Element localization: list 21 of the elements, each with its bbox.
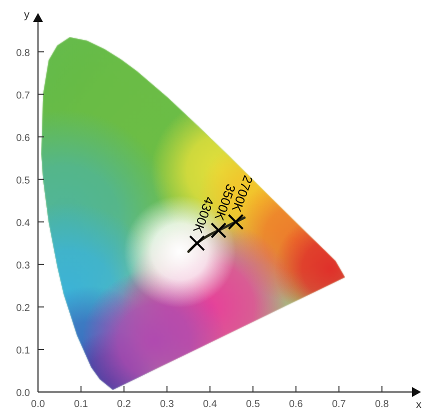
y-tick-label: 0.4 [16,218,30,229]
y-axis-title: y [24,9,30,21]
x-tick-label: 0.1 [74,399,88,410]
x-tick-label: 0.2 [117,399,132,410]
x-tick-label: 0.0 [31,399,46,410]
x-tick-label: 0.6 [288,399,304,410]
x-tick-label: 0.8 [374,399,390,410]
x-tick-label: 0.4 [203,399,218,410]
y-tick-label: 0.5 [16,175,30,186]
point [189,235,206,252]
y-tick-label: 0.6 [16,132,30,144]
x-tick-label: 0.3 [160,399,174,410]
x-tick-label: 0.7 [332,399,346,410]
y-tick-label: 0.0 [16,388,30,399]
y-tick-label: 0.7 [16,90,30,102]
y-tick-label: 0.1 [16,345,30,356]
y-tick-label: 0.2 [16,302,30,314]
x-axis-title: x [416,399,422,411]
y-tick-label: 0.8 [16,48,30,59]
x-tick-label: 0.5 [246,399,260,410]
y-tick-label: 0.3 [16,260,30,272]
